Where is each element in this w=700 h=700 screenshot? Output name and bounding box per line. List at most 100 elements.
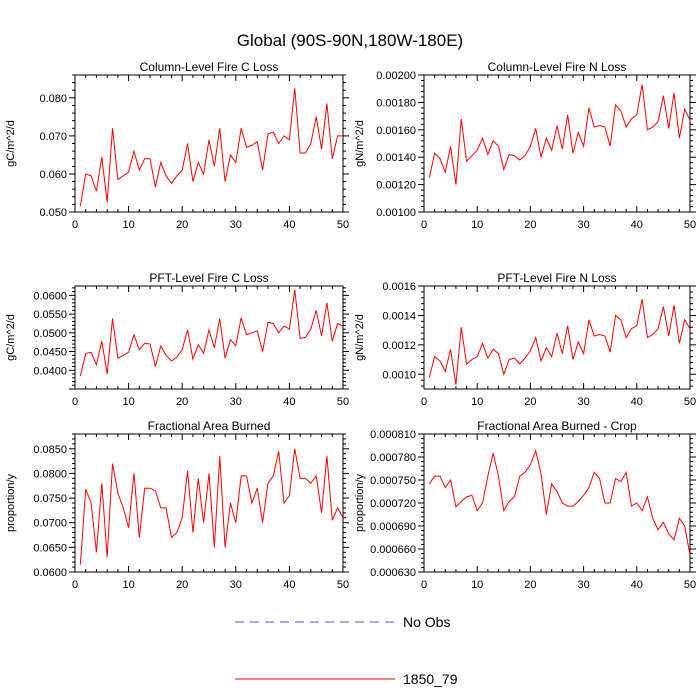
y-tick-label: 0.00160: [376, 125, 416, 137]
chart-title: Fractional Area Burned: [148, 419, 271, 433]
y-tick-label: 0.00200: [376, 70, 416, 82]
chart-panel-6: Fractional Area Burned - Crop 0 10 20 30 40 50…: [354, 419, 696, 591]
series-line-1850-79: [79, 289, 344, 377]
chart-title: PFT-Level Fire C Loss: [149, 271, 268, 285]
x-tick-label: 10: [122, 579, 134, 591]
y-tick-label: 0.0600: [33, 290, 67, 302]
chart-panel-3: PFT-Level Fire C Loss 0 10 20 30 40 50 0.0400 0.…: [5, 271, 349, 408]
x-tick-label: 50: [337, 579, 349, 591]
x-tick-label: 20: [524, 219, 536, 231]
series-line-1850-79: [79, 448, 344, 565]
x-tick-label: 50: [684, 396, 696, 408]
chart-title: PFT-Level Fire N Loss: [497, 271, 616, 285]
chart-title: Column-Level Fire N Loss: [488, 60, 627, 74]
x-tick-label: 0: [421, 579, 427, 591]
y-tick-label: 0.0012: [382, 340, 416, 352]
series-line-1850-79: [79, 88, 343, 207]
x-tick-label: 0: [72, 396, 78, 408]
y-axis-label: proportion/y: [5, 473, 17, 532]
x-tick-label: 10: [122, 396, 134, 408]
y-tick-label: 0.0550: [33, 309, 67, 321]
x-tick-label: 30: [230, 579, 242, 591]
x-tick-label: 30: [577, 219, 589, 231]
y-tick-label: 0.060: [39, 169, 67, 181]
plot-frame: [423, 74, 691, 213]
y-axis-label: proportion/y: [354, 473, 366, 532]
y-tick-label: 0.00140: [376, 152, 416, 164]
y-axis-label: gN/m^2/d: [354, 314, 366, 361]
x-tick-label: 40: [283, 579, 295, 591]
y-tick-label: 0.0800: [33, 468, 67, 480]
x-tick-label: 40: [283, 219, 295, 231]
plot-frame: [74, 285, 344, 390]
chart-title: Column-Level Fire C Loss: [140, 60, 279, 74]
legend-label-1850-79: 1850_79: [403, 671, 458, 687]
x-tick-label: 0: [72, 219, 78, 231]
y-tick-label: 0.050: [39, 207, 67, 219]
plot-frame: [74, 74, 344, 213]
y-tick-label: 0.000690: [370, 521, 416, 533]
y-tick-label: 0.0700: [33, 518, 67, 530]
x-tick-label: 0: [421, 219, 427, 231]
x-tick-label: 0: [72, 579, 78, 591]
y-tick-label: 0.0450: [33, 347, 67, 359]
y-tick-label: 0.0016: [382, 281, 416, 293]
x-tick-label: 40: [631, 396, 643, 408]
y-tick-label: 0.000780: [370, 452, 416, 464]
y-axis-label: gC/m^2/d: [5, 120, 17, 167]
x-tick-label: 20: [176, 396, 188, 408]
y-tick-label: 0.0500: [33, 328, 67, 340]
legend-label-no-obs: No Obs: [403, 614, 450, 630]
chart-panel-2: Column-Level Fire N Loss 0 10 20 30 40 50 0.001…: [354, 60, 696, 231]
x-tick-label: 30: [577, 579, 589, 591]
y-tick-label: 0.00120: [376, 180, 416, 192]
plot-frame: [423, 433, 691, 573]
y-tick-label: 0.0010: [382, 369, 416, 381]
chart-panel-5: Fractional Area Burned 0 10 20 30 40 50 0.0600 0…: [5, 419, 349, 591]
chart-title: Fractional Area Burned - Crop: [477, 419, 637, 433]
y-tick-label: 0.00180: [376, 97, 416, 109]
x-tick-label: 40: [631, 579, 643, 591]
y-tick-label: 0.000750: [370, 475, 416, 487]
chart-grid: Column-Level Fire C Loss 0 10 20 30 40 50 0.050…: [5, 60, 696, 591]
x-tick-label: 40: [283, 396, 295, 408]
x-tick-label: 10: [471, 396, 483, 408]
x-tick-label: 30: [577, 396, 589, 408]
y-tick-label: 0.000630: [370, 567, 416, 579]
y-tick-label: 0.070: [39, 131, 67, 143]
y-tick-label: 0.000720: [370, 498, 416, 510]
x-tick-label: 50: [684, 579, 696, 591]
y-tick-label: 0.0850: [33, 444, 67, 456]
y-tick-label: 0.000810: [370, 429, 416, 441]
y-axis-label: gC/m^2/d: [5, 314, 17, 361]
plot-frame: [423, 285, 691, 390]
x-tick-label: 30: [230, 219, 242, 231]
x-tick-label: 50: [337, 396, 349, 408]
y-tick-label: 0.0650: [33, 542, 67, 554]
x-tick-label: 10: [471, 579, 483, 591]
legend: No Obs 1850_79: [235, 614, 458, 687]
x-tick-label: 50: [684, 219, 696, 231]
y-axis-label: gN/m^2/d: [354, 120, 366, 167]
x-tick-label: 30: [230, 396, 242, 408]
x-tick-label: 20: [176, 579, 188, 591]
y-tick-label: 0.0750: [33, 493, 67, 505]
y-tick-label: 0.0600: [33, 567, 67, 579]
x-tick-label: 20: [176, 219, 188, 231]
x-tick-label: 20: [524, 396, 536, 408]
y-tick-label: 0.0400: [33, 365, 67, 377]
plot-frame: [74, 433, 344, 573]
series-line-1850-79: [428, 449, 691, 556]
series-line-1850-79: [428, 299, 691, 385]
chart-panel-1: Column-Level Fire C Loss 0 10 20 30 40 50 0.050…: [5, 60, 349, 231]
x-tick-label: 40: [631, 219, 643, 231]
page-title: Global (90S-90N,180W-180E): [237, 31, 463, 50]
y-tick-label: 0.0014: [382, 310, 416, 322]
x-tick-label: 10: [122, 219, 134, 231]
series-line-1850-79: [428, 84, 691, 185]
chart-panel-4: PFT-Level Fire N Loss 0 10 20 30 40 50 0.0010 0.…: [354, 271, 696, 408]
x-tick-label: 10: [471, 219, 483, 231]
y-tick-label: 0.000660: [370, 544, 416, 556]
y-tick-label: 0.080: [39, 93, 67, 105]
